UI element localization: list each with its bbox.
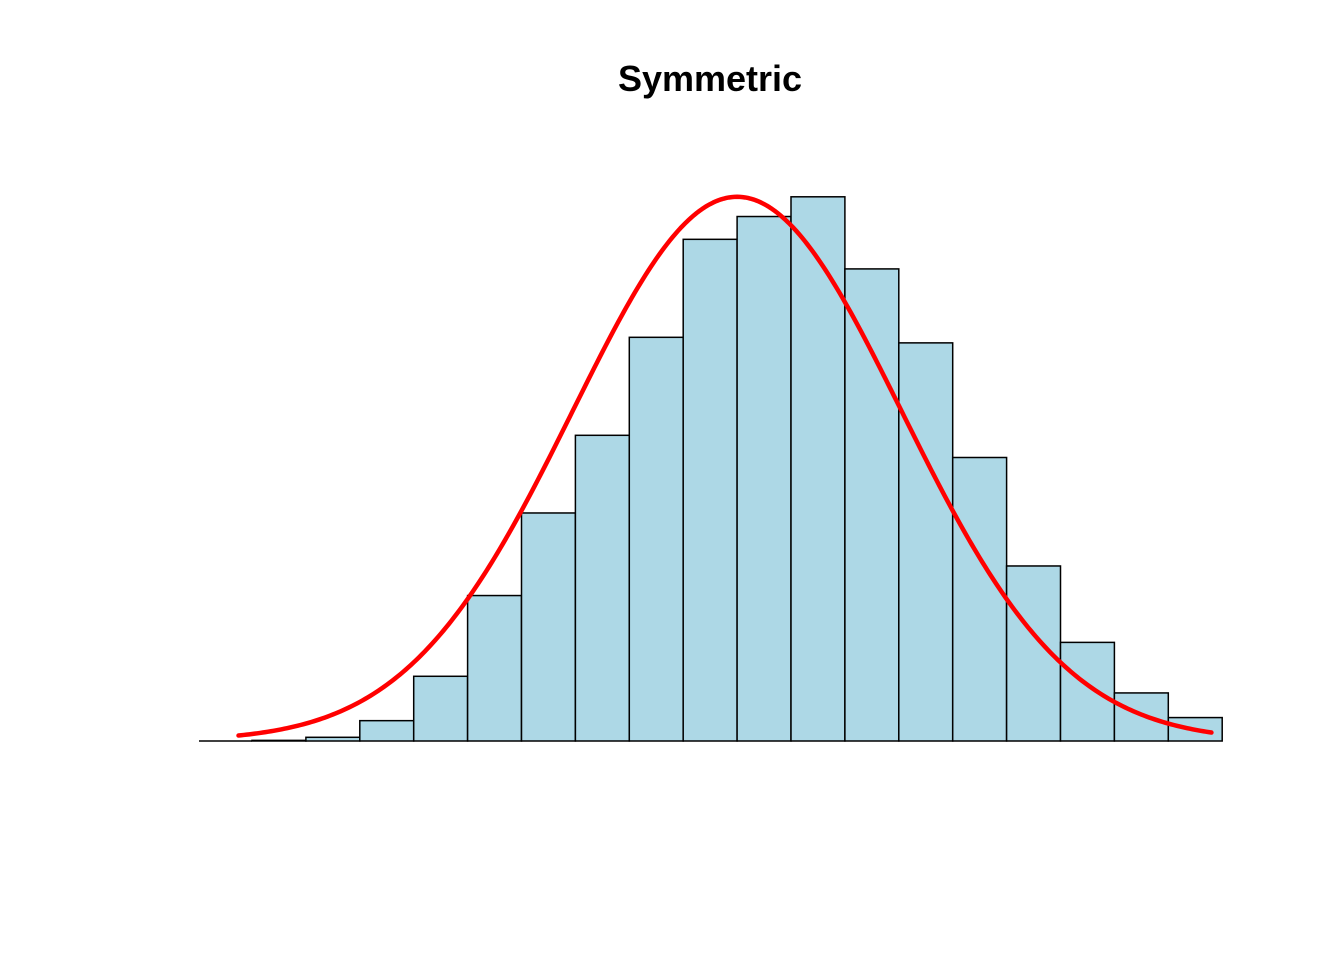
- histogram-bar: [628, 336, 684, 742]
- histogram-bar: [466, 594, 523, 742]
- histogram-bar: [574, 434, 631, 742]
- histogram-bar: [251, 739, 307, 742]
- histogram-bar: [682, 238, 738, 742]
- histogram-bar: [736, 215, 792, 742]
- density-curve: [236, 194, 1214, 738]
- histogram-bar: [898, 342, 954, 742]
- histogram-bar: [1059, 641, 1116, 742]
- histogram-bars: [199, 196, 1223, 742]
- histogram-bar: [359, 719, 415, 742]
- histogram-bar: [305, 736, 361, 742]
- histogram-bar: [790, 196, 846, 742]
- density-curve-group: [236, 194, 1214, 738]
- histogram-bar: [1113, 692, 1170, 742]
- histogram-bar: [520, 512, 577, 742]
- histogram-bar: [844, 268, 900, 742]
- histogram-bar: [412, 675, 469, 742]
- histogram-bar: [951, 456, 1008, 742]
- chart-title: Symmetric: [617, 58, 803, 99]
